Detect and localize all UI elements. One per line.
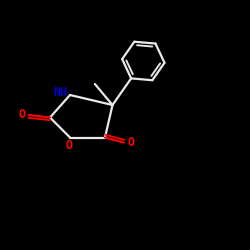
Text: O: O xyxy=(18,108,25,122)
Text: O: O xyxy=(127,136,134,149)
Text: NH: NH xyxy=(54,86,68,99)
Text: O: O xyxy=(65,139,72,152)
